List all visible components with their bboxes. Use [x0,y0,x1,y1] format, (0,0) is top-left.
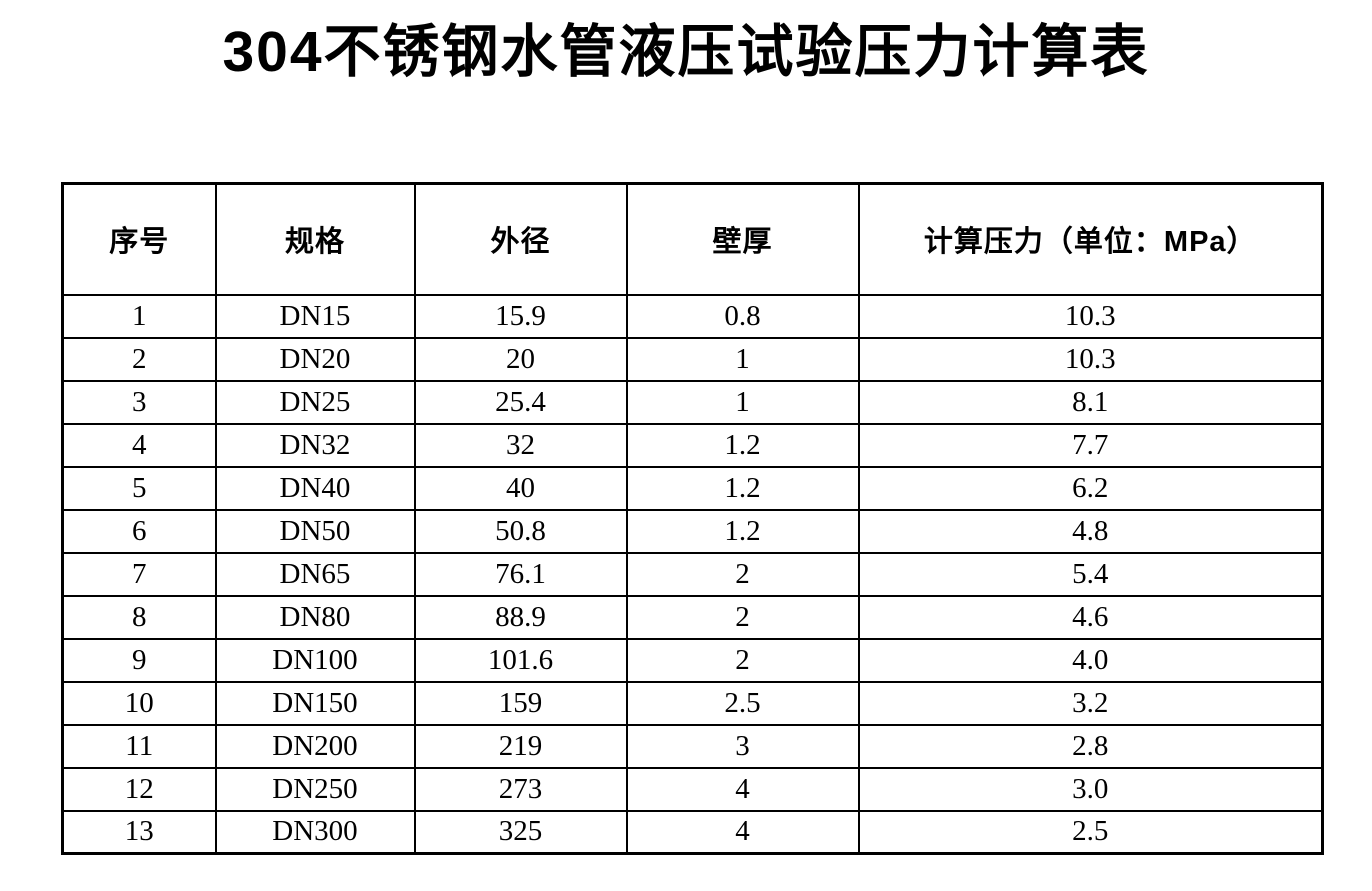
table-cell: DN150 [214,680,416,726]
table-row: 9 DN100 101.6 2 4.0 [61,637,1324,683]
table-cell: DN80 [214,594,416,640]
page-title: 304不锈钢水管液压试验压力计算表 [222,20,1150,84]
table-cell: 3.2 [857,680,1324,726]
table-row: 1 DN15 15.9 0.8 10.3 [61,293,1324,339]
table-cell: 273 [413,766,628,812]
table-row: 6 DN50 50.8 1.2 4.8 [61,508,1324,554]
table-cell: DN25 [214,379,416,425]
table-cell: 5.4 [857,551,1324,597]
table-cell: 3 [625,723,860,769]
table-cell: 0.8 [625,293,860,339]
table-cell: DN50 [214,508,416,554]
table-cell: 10.3 [857,336,1324,382]
table-cell: DN100 [214,637,416,683]
table-cell: 1.2 [625,422,860,468]
column-header-index: 序号 [61,182,217,296]
table-cell: 8.1 [857,379,1324,425]
table-cell: DN32 [214,422,416,468]
table-cell: 7.7 [857,422,1324,468]
table-row: 8 DN80 88.9 2 4.6 [61,594,1324,640]
table-row: 13 DN300 325 4 2.5 [61,809,1324,855]
column-header-outer-dia: 外径 [413,182,628,296]
table-cell: 1.2 [625,508,860,554]
table-cell: 7 [61,551,217,597]
table-cell: 9 [61,637,217,683]
table-row: 11 DN200 219 3 2.8 [61,723,1324,769]
table-cell: 1 [625,336,860,382]
table-cell: 1 [61,293,217,339]
table-cell: 8 [61,594,217,640]
table-cell: DN250 [214,766,416,812]
table-cell: 2 [625,551,860,597]
table-cell: 2.5 [625,680,860,726]
table-cell: 12 [61,766,217,812]
table-cell: 2.5 [857,809,1324,855]
table-cell: 50.8 [413,508,628,554]
table-row: 7 DN65 76.1 2 5.4 [61,551,1324,597]
table-cell: 3 [61,379,217,425]
table-cell: 6 [61,508,217,554]
table-cell: 4.6 [857,594,1324,640]
table-cell: 2 [625,637,860,683]
table-cell: 6.2 [857,465,1324,511]
table-cell: 10 [61,680,217,726]
table-cell: 4 [625,809,860,855]
table-cell: 20 [413,336,628,382]
table-cell: 2.8 [857,723,1324,769]
table-row: 12 DN250 273 4 3.0 [61,766,1324,812]
table-cell: DN20 [214,336,416,382]
table-cell: 13 [61,809,217,855]
table-cell: 1 [625,379,860,425]
table-cell: 159 [413,680,628,726]
table-cell: DN65 [214,551,416,597]
table-row: 10 DN150 159 2.5 3.2 [61,680,1324,726]
table-cell: 4.0 [857,637,1324,683]
table-cell: 40 [413,465,628,511]
table-cell: DN15 [214,293,416,339]
table-cell: DN300 [214,809,416,855]
table-row: 2 DN20 20 1 10.3 [61,336,1324,382]
table-cell: 76.1 [413,551,628,597]
table-body: 1 DN15 15.9 0.8 10.3 2 DN20 20 1 10.3 3 DN25 25.4 1 8.… [61,293,1324,855]
column-header-spec: 规格 [214,182,416,296]
column-header-wall: 壁厚 [625,182,860,296]
table-cell: 2 [625,594,860,640]
table-cell: 32 [413,422,628,468]
table-cell: 2 [61,336,217,382]
table-cell: 4 [625,766,860,812]
table-cell: DN40 [214,465,416,511]
table-cell: 101.6 [413,637,628,683]
table-cell: 4.8 [857,508,1324,554]
table-cell: 25.4 [413,379,628,425]
table-cell: 1.2 [625,465,860,511]
table-cell: 11 [61,723,217,769]
table-cell: 325 [413,809,628,855]
table-row: 4 DN32 32 1.2 7.7 [61,422,1324,468]
table-cell: 219 [413,723,628,769]
table-row: 5 DN40 40 1.2 6.2 [61,465,1324,511]
table-cell: 5 [61,465,217,511]
table-cell: 15.9 [413,293,628,339]
table-cell: DN200 [214,723,416,769]
table-header: 序号 规格 外径 壁厚 计算压力（单位：MPa） [61,182,1324,296]
table-cell: 4 [61,422,217,468]
table-cell: 3.0 [857,766,1324,812]
table-row: 3 DN25 25.4 1 8.1 [61,379,1324,425]
header-row: 序号 规格 外径 壁厚 计算压力（单位：MPa） [61,182,1324,296]
table-cell: 88.9 [413,594,628,640]
column-header-pressure: 计算压力（单位：MPa） [857,182,1324,296]
pressure-table: 序号 规格 外径 壁厚 计算压力（单位：MPa） 1 DN15 15.9 0.8 10.… [61,182,1324,855]
table-cell: 10.3 [857,293,1324,339]
